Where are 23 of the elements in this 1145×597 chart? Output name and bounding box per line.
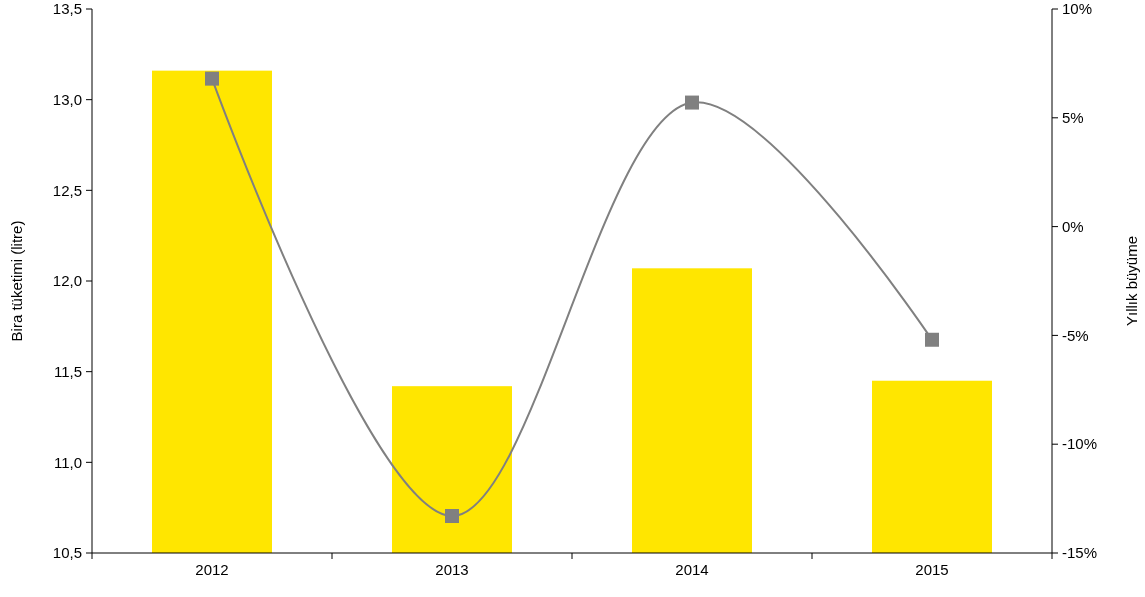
y-axis-title: Bira tüketimi (litre): [8, 220, 25, 342]
point: [445, 509, 459, 524]
y2-tick-label: -10%: [1062, 435, 1098, 453]
y-tick-label: 11,0: [53, 453, 82, 471]
x-tick-label: 2015: [915, 561, 949, 578]
x-tick-label: 2013: [435, 561, 469, 578]
y2-axis-title: Yıllık büyüme: [1123, 235, 1140, 327]
y-tick-label: 11,5: [53, 362, 82, 380]
y-tick-label: 13,5: [52, 0, 82, 18]
point: [685, 95, 699, 110]
y2-tick-label: -5%: [1062, 326, 1089, 344]
y-tick-label: 12,5: [52, 181, 82, 199]
y-tick-label: 10,5: [52, 544, 82, 562]
x-tick-label: 2014: [675, 561, 709, 578]
y-tick-label: 13,0: [52, 90, 82, 108]
y-tick-label: 12,0: [52, 272, 82, 290]
y2-tick-label: 10%: [1062, 0, 1093, 18]
y2-tick-label: 5%: [1062, 109, 1084, 127]
point: [925, 332, 939, 347]
y2-tick-label: -15%: [1062, 544, 1098, 562]
point: [205, 71, 219, 86]
y2-tick-label: 0%: [1062, 217, 1084, 235]
x-tick-label: 2012: [195, 561, 229, 578]
